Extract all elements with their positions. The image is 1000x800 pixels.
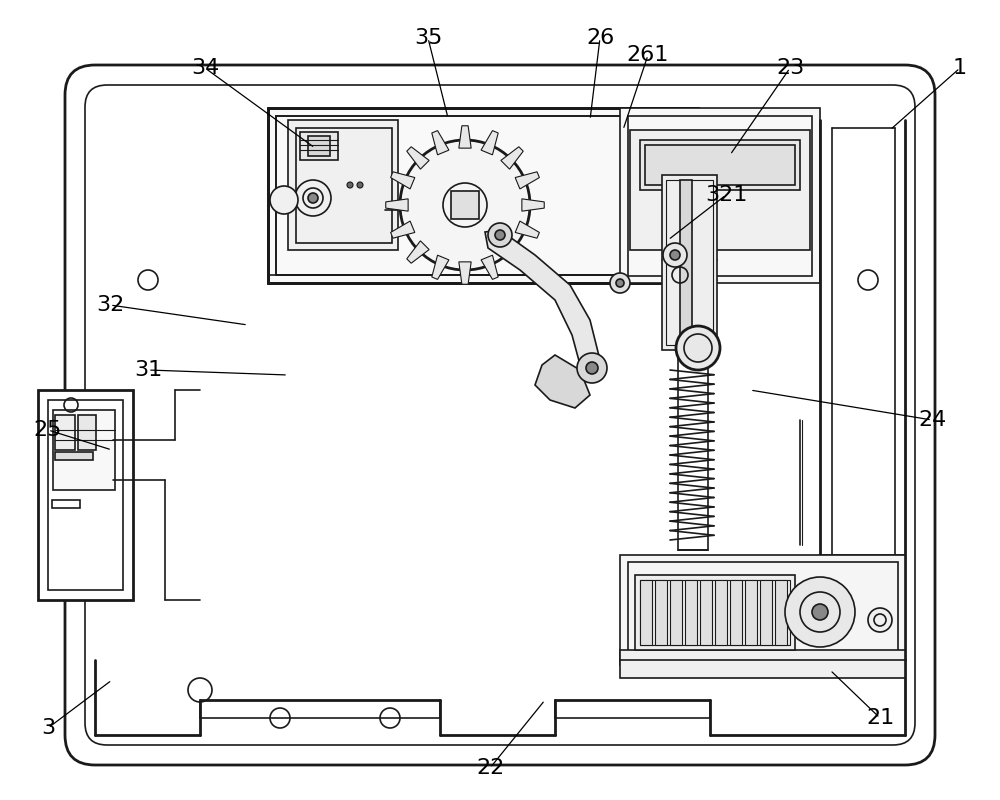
- Polygon shape: [391, 172, 415, 189]
- Text: 23: 23: [776, 58, 804, 78]
- FancyBboxPatch shape: [65, 65, 935, 765]
- Polygon shape: [501, 146, 523, 169]
- Polygon shape: [407, 241, 429, 263]
- Circle shape: [670, 250, 680, 260]
- Bar: [700, 580, 712, 645]
- Polygon shape: [515, 172, 539, 189]
- Bar: [640, 140, 800, 190]
- Text: 321: 321: [705, 185, 747, 205]
- Bar: [55, 452, 93, 460]
- Bar: [451, 191, 479, 219]
- Polygon shape: [432, 130, 449, 155]
- Bar: [635, 575, 795, 650]
- Bar: [620, 108, 820, 283]
- Polygon shape: [386, 199, 408, 211]
- Polygon shape: [481, 255, 498, 279]
- Bar: [53, 410, 115, 490]
- Text: 1: 1: [953, 58, 967, 78]
- Polygon shape: [485, 230, 600, 375]
- Circle shape: [400, 140, 530, 270]
- Bar: [296, 128, 392, 243]
- Bar: [628, 116, 812, 276]
- Bar: [276, 116, 690, 275]
- Text: 21: 21: [866, 708, 894, 728]
- Bar: [620, 650, 905, 678]
- Circle shape: [357, 182, 363, 188]
- Circle shape: [577, 353, 607, 383]
- Bar: [715, 580, 727, 645]
- Bar: [308, 136, 330, 156]
- Bar: [745, 580, 757, 645]
- Circle shape: [610, 273, 630, 293]
- Polygon shape: [407, 146, 429, 169]
- Bar: [288, 120, 398, 250]
- Circle shape: [663, 243, 687, 267]
- Circle shape: [812, 604, 828, 620]
- Bar: [640, 580, 790, 645]
- Bar: [52, 500, 80, 508]
- Text: 25: 25: [34, 420, 62, 440]
- Text: 24: 24: [918, 410, 946, 430]
- Bar: [662, 175, 717, 350]
- Bar: [685, 580, 697, 645]
- Polygon shape: [515, 221, 539, 238]
- Circle shape: [586, 362, 598, 374]
- Polygon shape: [501, 241, 523, 263]
- Polygon shape: [391, 221, 415, 238]
- Polygon shape: [481, 130, 498, 155]
- Bar: [268, 108, 698, 283]
- Circle shape: [347, 182, 353, 188]
- Text: 22: 22: [476, 758, 504, 778]
- Bar: [628, 562, 898, 657]
- Bar: [678, 350, 708, 550]
- Circle shape: [495, 230, 505, 240]
- Polygon shape: [535, 355, 590, 408]
- Text: 261: 261: [627, 45, 669, 65]
- Text: 3: 3: [41, 718, 55, 738]
- Circle shape: [488, 223, 512, 247]
- Bar: [300, 132, 338, 160]
- Bar: [78, 415, 96, 450]
- Text: 26: 26: [586, 28, 614, 48]
- Circle shape: [868, 608, 892, 632]
- Polygon shape: [459, 262, 471, 284]
- Bar: [55, 415, 75, 450]
- Bar: [820, 555, 905, 575]
- Text: 32: 32: [96, 295, 124, 315]
- Text: 34: 34: [191, 58, 219, 78]
- Circle shape: [616, 279, 624, 287]
- Polygon shape: [459, 126, 471, 148]
- Text: 35: 35: [414, 28, 442, 48]
- Bar: [640, 580, 652, 645]
- Text: 31: 31: [134, 360, 162, 380]
- Bar: [48, 400, 123, 590]
- Bar: [680, 180, 692, 345]
- Circle shape: [270, 186, 298, 214]
- Bar: [670, 580, 682, 645]
- Circle shape: [785, 577, 855, 647]
- Bar: [730, 580, 742, 645]
- Polygon shape: [432, 255, 449, 279]
- Polygon shape: [522, 199, 544, 211]
- Bar: [666, 180, 713, 345]
- Bar: [760, 580, 772, 645]
- Bar: [655, 580, 667, 645]
- Circle shape: [308, 193, 318, 203]
- Bar: [38, 390, 133, 600]
- Bar: [775, 580, 787, 645]
- Bar: [630, 130, 810, 250]
- Bar: [645, 145, 795, 185]
- Bar: [620, 555, 905, 665]
- Circle shape: [676, 326, 720, 370]
